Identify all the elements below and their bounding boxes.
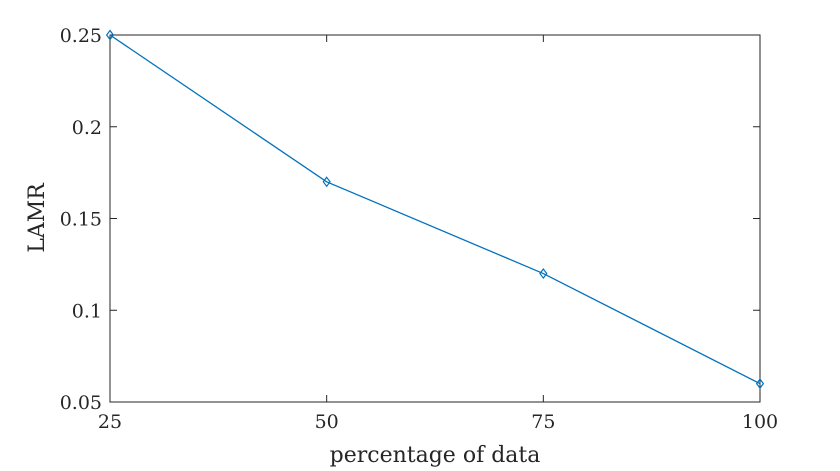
- x-tick-label: 100: [742, 411, 778, 433]
- y-tick-label: 0.05: [60, 392, 102, 414]
- y-axis-label: LAMR: [25, 182, 50, 253]
- x-tick-label: 50: [315, 411, 339, 433]
- data-point-diamond-marker: [539, 268, 548, 280]
- series-layer: [105, 29, 765, 390]
- series-line: [109, 34, 761, 385]
- data-point-diamond-marker: [322, 176, 331, 188]
- y-tick-label: 0.15: [60, 209, 102, 231]
- y-tick-label: 0.2: [72, 117, 102, 139]
- data-point-diamond-marker: [755, 378, 765, 390]
- y-tick-label: 0.1: [72, 300, 102, 322]
- x-axis-label: percentage of data: [330, 443, 541, 468]
- x-tick-label: 75: [531, 411, 555, 433]
- x-axis-ticks: 25 50 75 100: [98, 35, 778, 433]
- y-tick-label: 0.25: [60, 25, 102, 47]
- y-axis-ticks: 0.05 0.1 0.15 0.2 0.25: [60, 25, 760, 414]
- x-tick-label: 25: [98, 411, 122, 433]
- data-point-diamond-marker: [105, 29, 115, 41]
